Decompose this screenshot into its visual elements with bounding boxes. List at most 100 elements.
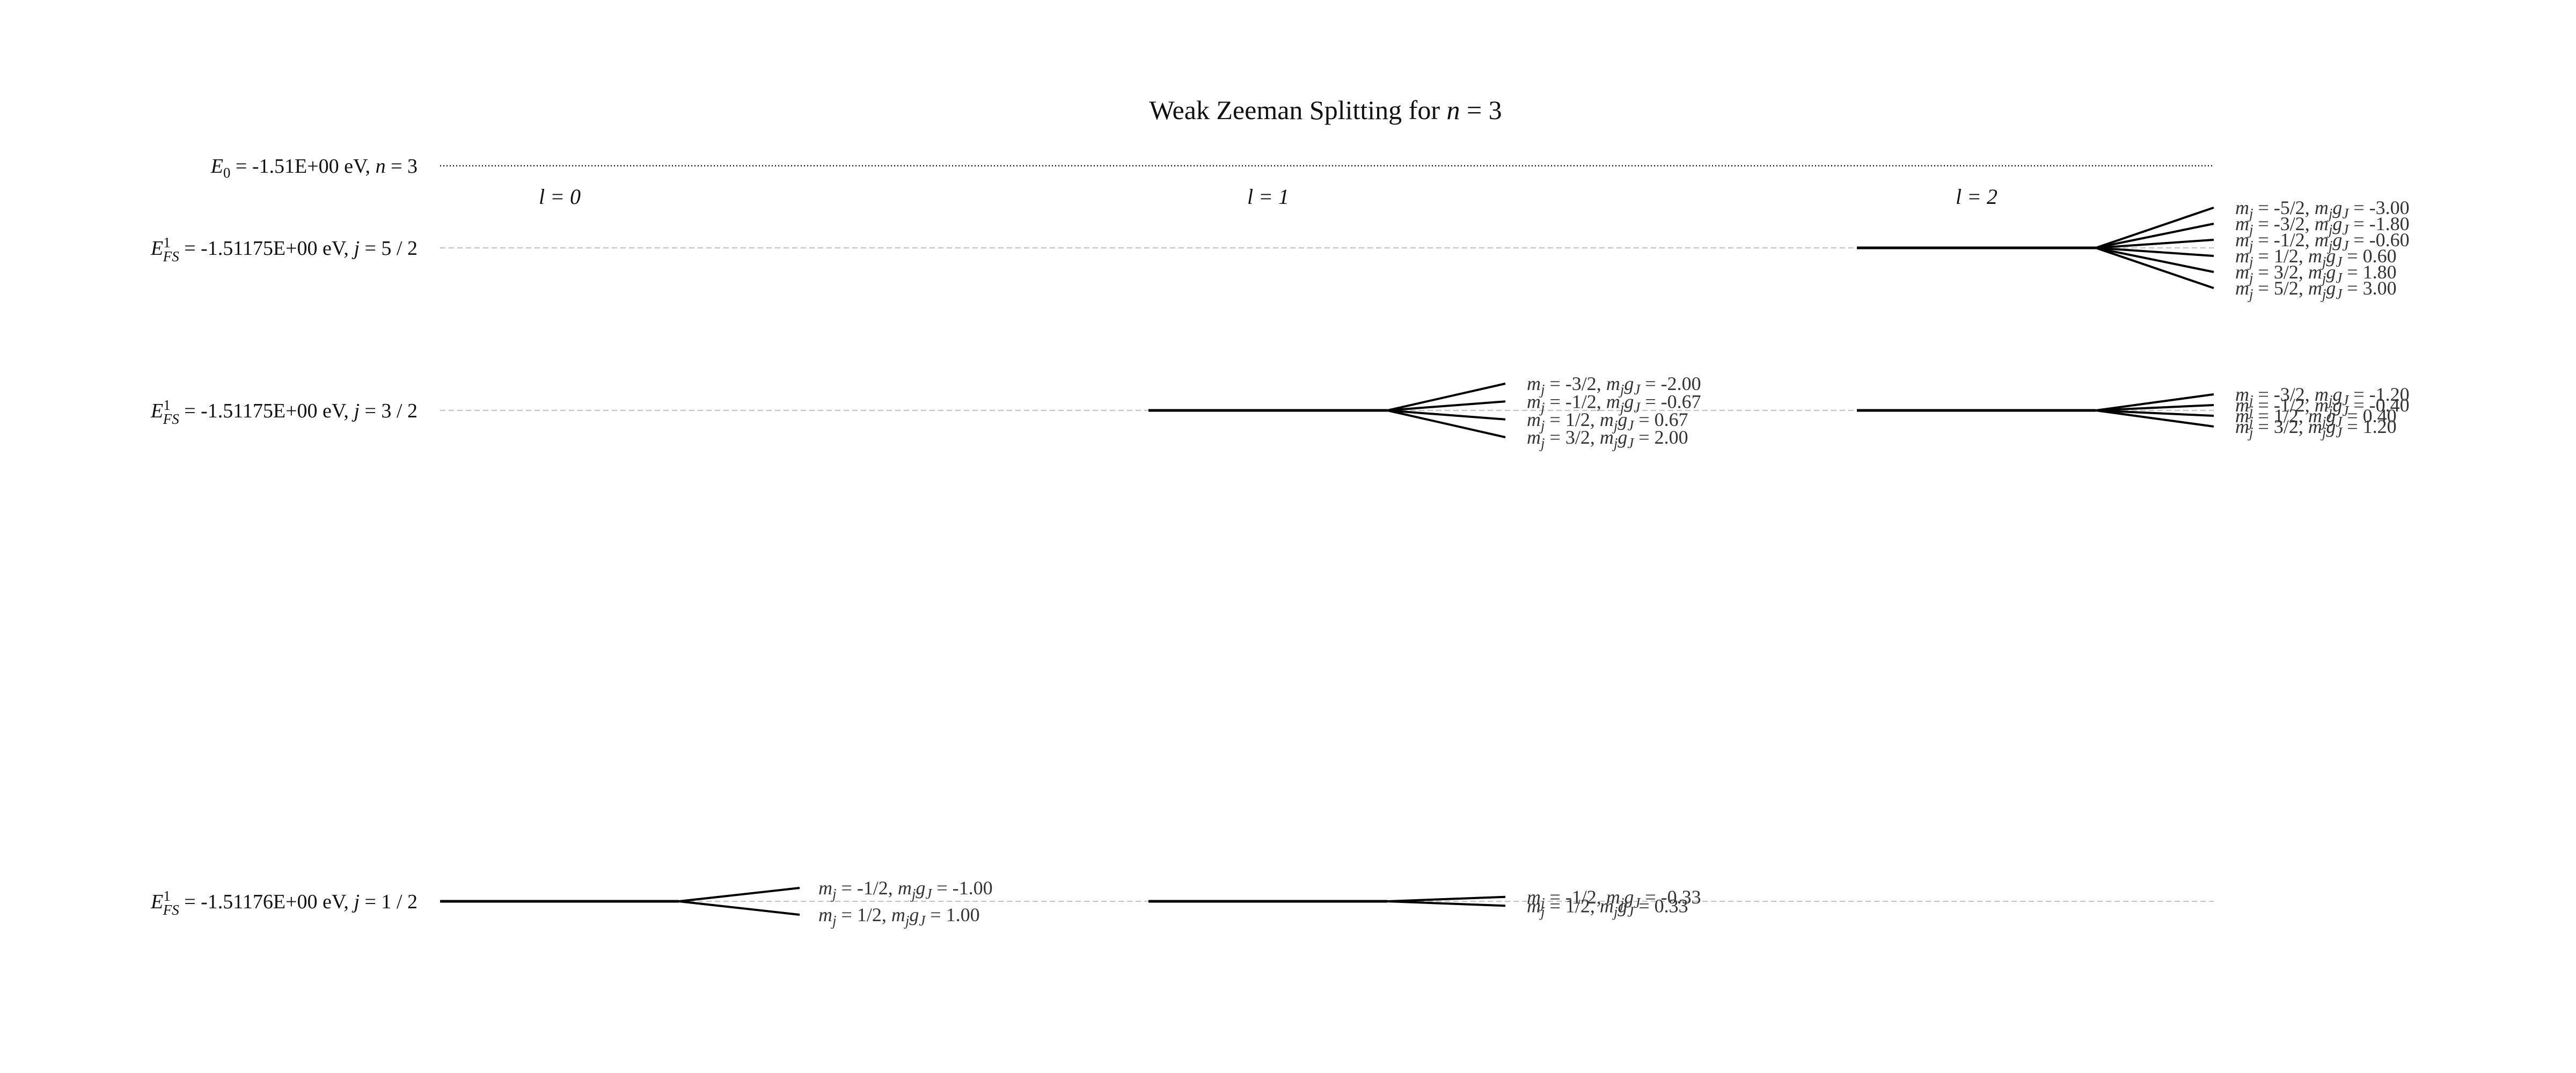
l-column-header: l = 2 <box>1956 185 1997 209</box>
mj-symbol: m <box>2235 394 2249 416</box>
mjgj-j-subscript: j <box>910 886 916 902</box>
mjgj-value: = -0.33 <box>1640 886 1701 908</box>
mjgj-value: = -0.67 <box>1640 391 1701 412</box>
mj-symbol: m <box>1527 895 1541 916</box>
mj-symbol: m <box>2235 245 2249 267</box>
e0-symbol: E <box>210 155 223 178</box>
zeeman-sublevel-line <box>678 900 800 916</box>
mjgj-m: m <box>2315 394 2329 416</box>
zeeman-sublevel-label: mj = 1/2, mjgJ = 0.60 <box>2235 245 2397 270</box>
mj-value: = 1/2, <box>2253 245 2308 267</box>
zeeman-sublevel-line <box>2095 247 2214 273</box>
mjgj-J-subscript: J <box>2342 205 2350 222</box>
zeeman-sublevel-label: mj = -3/2, mjgJ = -2.00 <box>1527 373 1701 398</box>
zeeman-sublevel-label: mj = -1/2, mjgJ = -0.67 <box>1527 391 1701 415</box>
mjgj-g: g <box>2326 416 2336 437</box>
mjgj-J-subscript: J <box>2342 238 2350 254</box>
mjgj-j-subscript: j <box>2327 392 2333 408</box>
mj-value: = -1/2, <box>1545 391 1606 412</box>
e0-label: E0 = -1.51E+00 eV, n = 3 <box>210 155 418 181</box>
mjgj-g: g <box>916 877 925 899</box>
level-labels: E0 = -1.51E+00 eV, n = 3 E1 FS = -1.51175E… <box>150 155 2410 929</box>
fs-superscript: 1 <box>163 234 171 251</box>
mjgj-g: g <box>1624 373 1634 394</box>
mjgj-value: = 1.20 <box>2342 416 2396 437</box>
mj-subscript: j <box>1539 417 1545 433</box>
zeeman-sublevel-label: mj = 5/2, mjgJ = 3.00 <box>2235 277 2397 302</box>
fs-level-label: E1 FS = -1.51176E+00 eV, j = 1 / 2 <box>150 888 418 918</box>
mjgj-value: = 0.67 <box>1634 409 1688 430</box>
mjgj-j-subscript: j <box>2321 286 2326 302</box>
mjgj-value: = 0.33 <box>1634 895 1688 916</box>
mj-value: = 3/2, <box>2253 416 2308 437</box>
mjgj-J-subscript: J <box>2342 403 2350 419</box>
mjgj-g: g <box>2332 384 2342 405</box>
mjgj-j-subscript: j <box>2327 238 2333 254</box>
mjgj-g: g <box>2326 261 2336 283</box>
mjgj-J-subscript: J <box>2336 270 2343 286</box>
mjgj-value: = -1.00 <box>932 877 992 899</box>
mj-subscript: j <box>2248 205 2253 222</box>
mjgj-m: m <box>2315 213 2329 234</box>
mjgj-value: = 1.80 <box>2342 261 2396 283</box>
fs-symbol: E <box>150 400 163 422</box>
mjgj-m: m <box>2308 277 2322 299</box>
mjgj-j-subscript: j <box>1619 399 1624 415</box>
mj-symbol: m <box>2235 277 2249 299</box>
mj-value: = -1/2, <box>837 877 898 899</box>
mj-symbol: m <box>2235 229 2249 251</box>
mjgj-j-subscript: j <box>2327 205 2333 222</box>
mjgj-J-subscript: J <box>1627 417 1635 433</box>
zeeman-sublevel-label: mj = -1/2, mjgJ = -0.60 <box>2235 229 2410 254</box>
mj-value: = -1/2, <box>2253 394 2315 416</box>
mjgj-m: m <box>1600 895 1614 916</box>
zeeman-sublevel-label: mj = 3/2, mjgJ = 2.00 <box>1527 427 1688 451</box>
mj-subscript: j <box>1539 903 1545 920</box>
mjgj-value: = -0.60 <box>2348 229 2409 251</box>
mjgj-g: g <box>2326 277 2336 299</box>
mj-symbol: m <box>1527 886 1541 908</box>
mj-subscript: j <box>2248 424 2253 440</box>
mjgj-m: m <box>2308 261 2322 283</box>
mj-value: = 1/2, <box>2253 405 2308 427</box>
mjgj-m: m <box>891 904 905 925</box>
mj-value: = 3/2, <box>2253 261 2308 283</box>
mjgj-j-subscript: j <box>2321 270 2326 286</box>
mjgj-value: = -0.40 <box>2348 394 2409 416</box>
mjgj-m: m <box>1606 373 1620 394</box>
zeeman-sublevel-line <box>2095 247 2214 257</box>
mj-subscript: j <box>2248 222 2253 238</box>
mj-subscript: j <box>1539 435 1545 451</box>
mjgj-m: m <box>2315 229 2329 251</box>
mjgj-m: m <box>2308 416 2322 437</box>
mj-value: = -3/2, <box>2253 213 2315 234</box>
mj-symbol: m <box>2235 213 2249 234</box>
mjgj-g: g <box>2332 229 2342 251</box>
l-column-header: l = 0 <box>539 185 581 209</box>
mjgj-j-subscript: j <box>2321 414 2326 430</box>
mjgj-J-subscript: J <box>2336 414 2343 430</box>
zeeman-sublevel-label: mj = 1/2, mjgJ = 0.67 <box>1527 409 1688 433</box>
mjgj-J-subscript: J <box>1634 895 1641 911</box>
mjgj-g: g <box>1624 391 1634 412</box>
mj-value: = -3/2, <box>1545 373 1606 394</box>
fs-superscript: 1 <box>163 888 171 904</box>
mjgj-J-subscript: J <box>1627 903 1635 920</box>
mjgj-value: = 2.00 <box>1634 427 1688 448</box>
mj-value: = 3/2, <box>1545 427 1600 448</box>
mjgj-J-subscript: J <box>1634 399 1641 415</box>
mj-symbol: m <box>2235 416 2249 437</box>
mjgj-j-subscript: j <box>2321 254 2326 270</box>
fs-level-label: E1 FS = -1.51175E+00 eV, j = 5 / 2 <box>150 234 418 264</box>
fs-superscript: 1 <box>163 397 171 413</box>
zeeman-sublevel-line <box>2095 239 2214 249</box>
mjgj-m: m <box>2315 197 2329 218</box>
fs-symbol: E <box>150 891 163 913</box>
mj-symbol: m <box>2235 405 2249 427</box>
fs-subscript: FS <box>163 902 179 918</box>
mjgj-value: = -3.00 <box>2348 197 2409 218</box>
fs-j-value: = 3 / 2 <box>360 400 418 422</box>
zeeman-sublevel-label: mj = -1/2, mjgJ = -0.40 <box>2235 394 2410 419</box>
mjgj-value: = 0.40 <box>2342 405 2396 427</box>
fs-level-label: E1 FS = -1.51175E+00 eV, j = 3 / 2 <box>150 397 418 427</box>
